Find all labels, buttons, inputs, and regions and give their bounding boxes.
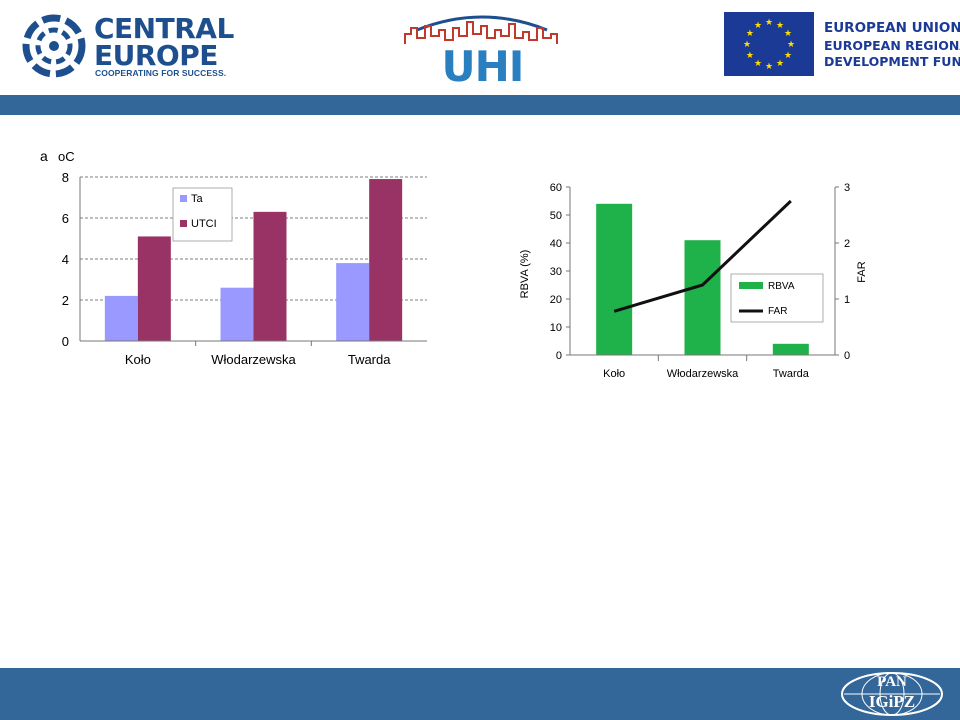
chart-b-ytick: 30 — [550, 266, 562, 278]
eu-line-2: EUROPEAN REGIONAL — [824, 38, 960, 53]
chart-b-ytick: 50 — [550, 210, 562, 222]
chart-a-bar-ta — [104, 295, 138, 341]
eu-star-icon: ★ — [765, 17, 773, 27]
chart-b-bar-rbva — [596, 203, 633, 355]
chart-b-y2tick: 2 — [844, 238, 850, 250]
eu-star-icon: ★ — [754, 58, 762, 68]
chart-b-xtick: Twarda — [773, 368, 810, 380]
eu-star-icon: ★ — [765, 61, 773, 71]
eu-star-icon: ★ — [754, 20, 762, 30]
chart-a-bar-utci — [369, 179, 403, 341]
legend-swatch-ta — [180, 195, 187, 202]
uhi-skyline-icon — [404, 15, 558, 44]
eu-star-icon: ★ — [784, 50, 792, 60]
chart-b-ylabel: RBVA (%) — [519, 250, 531, 299]
uhi-logo: UHI — [395, 8, 570, 91]
chart-a-ytick: 2 — [62, 293, 69, 308]
chart-a-xtick: Twarda — [348, 352, 391, 367]
eu-line-3: DEVELOPMENT FUND — [824, 54, 960, 69]
legend-label-far: FAR — [768, 306, 787, 317]
legend-label-utci: UTCI — [191, 218, 217, 230]
globe-icon — [841, 672, 943, 716]
chart-a-bar-ta — [336, 263, 370, 341]
europe-word: EUROPE — [94, 39, 218, 72]
rbva-far-chart: RBVA (%) FAR 0 10 20 30 40 50 60 0 1 2 3 Koło Włodar… — [519, 182, 868, 380]
chart-b-ytick: 40 — [550, 238, 562, 250]
chart-b-ytick: 10 — [550, 322, 562, 334]
eu-star-icon: ★ — [784, 28, 792, 38]
chart-b-xtick: Włodarzewska — [667, 368, 739, 380]
temperature-chart: a oC 0 2 4 6 8 Koło Włodarzewska Twarda Ta UTCI — [40, 148, 427, 367]
chart-b-y2label: FAR — [856, 261, 868, 282]
chart-b-xtick: Koło — [603, 368, 625, 380]
central-europe-tagline: COOPERATING FOR SUCCESS. — [95, 68, 227, 78]
header-band — [0, 95, 960, 115]
legend-swatch-utci — [180, 220, 187, 227]
igipz-text: IGiPZ — [868, 692, 916, 711]
chart-b-y2tick: 3 — [844, 182, 850, 194]
chart-a-unit-label: oC — [58, 149, 75, 164]
eu-line-1: EUROPEAN UNION — [824, 20, 960, 36]
chart-a-bar-utci — [253, 211, 287, 341]
eu-star-icon: ★ — [746, 28, 754, 38]
pan-igipz-logo: PAN IGiPZ — [838, 671, 946, 717]
eu-star-icon: ★ — [776, 20, 784, 30]
chart-a-xtick: Włodarzewska — [211, 352, 296, 367]
uhi-wordmark: UHI — [441, 42, 525, 91]
chart-b-bar-rbva — [772, 343, 809, 355]
eu-flag-icon: ★ ★ ★ ★ ★ ★ ★ ★ ★ ★ ★ ★ — [724, 12, 814, 76]
eu-star-icon: ★ — [743, 39, 751, 49]
chart-b-ytick: 0 — [556, 350, 562, 362]
chart-a-panel-label: a — [40, 148, 48, 164]
chart-b-ytick: 20 — [550, 294, 562, 306]
eu-star-icon: ★ — [746, 50, 754, 60]
footer-band — [0, 668, 960, 720]
legend-label-ta: Ta — [191, 193, 204, 205]
chart-b-ytick: 60 — [550, 182, 562, 194]
legend-swatch-rbva — [739, 282, 763, 289]
central-word: CENTRAL — [94, 12, 234, 45]
chart-a-bar-ta — [220, 287, 254, 341]
chart-a-ytick: 6 — [62, 211, 69, 226]
chart-b-bar-rbva — [684, 240, 721, 355]
central-europe-emblem-icon — [22, 14, 86, 78]
legend-label-rbva: RBVA — [768, 281, 795, 292]
chart-a-ytick: 0 — [62, 334, 69, 349]
pan-text: PAN — [877, 674, 907, 690]
chart-a-bar-utci — [137, 236, 171, 341]
central-europe-logo: CENTRAL EUROPE COOPERATING FOR SUCCESS. — [18, 12, 234, 80]
eu-star-icon: ★ — [787, 39, 795, 49]
chart-b-line-far — [613, 199, 792, 313]
eu-logo: ★ ★ ★ ★ ★ ★ ★ ★ ★ ★ ★ ★ EUROPEAN UNION EUROPEAN REG… — [724, 12, 960, 76]
chart-b-y2tick: 0 — [844, 350, 850, 362]
chart-a-ytick: 8 — [62, 170, 69, 185]
chart-b-y2tick: 1 — [844, 294, 850, 306]
chart-a-xtick: Koło — [125, 352, 151, 367]
chart-a-ytick: 4 — [62, 252, 69, 267]
eu-star-icon: ★ — [776, 58, 784, 68]
